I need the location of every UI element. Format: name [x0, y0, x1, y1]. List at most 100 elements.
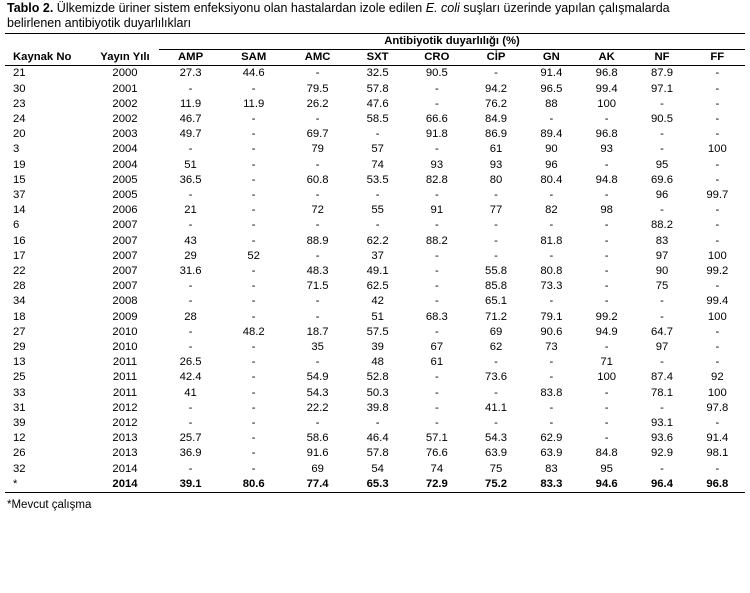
table-cell: -	[251, 173, 256, 186]
table-cell: -	[188, 189, 193, 202]
table-cell: 2000	[112, 67, 138, 80]
table-cell: 2002	[112, 113, 138, 126]
column-header: GN	[523, 49, 580, 67]
table-cell: 48.2	[242, 325, 265, 338]
table-cell: 2004	[112, 143, 138, 156]
table-cell: -	[188, 219, 193, 232]
table-cell: 99.4	[706, 295, 729, 308]
caption-text-before: Ülkemizde üriner sistem enfeksiyonu olan…	[53, 1, 426, 15]
table-cell: 77	[489, 204, 503, 217]
table-cell: -	[494, 417, 498, 430]
table-cell: 3	[13, 143, 20, 156]
table-cell: 75	[489, 462, 503, 475]
table-cell: 2013	[112, 447, 138, 460]
table-cell: 2005	[112, 173, 138, 186]
table-cell: -	[434, 97, 439, 110]
table-cell: -	[715, 356, 720, 369]
table-cell: -	[251, 265, 256, 278]
table-cell: 36.5	[179, 173, 202, 186]
table-cell: -	[375, 417, 380, 430]
group-header-row: Antibiyotik duyarlılığı (%)	[5, 32, 745, 51]
table-cell: 41.1	[485, 401, 508, 414]
table-cell: 73.3	[540, 280, 563, 293]
table-cell: -	[251, 143, 256, 156]
table-cell: 94.8	[595, 173, 618, 186]
table-cell: -	[660, 462, 664, 475]
table-cell: 99.2	[595, 310, 618, 323]
table-cell: -	[494, 234, 498, 247]
table-cell: -	[660, 97, 664, 110]
column-header: CİP	[468, 49, 524, 67]
table-cell: -	[315, 113, 320, 126]
table-cell: 100	[597, 371, 617, 384]
table-cell: -	[375, 128, 380, 141]
table-cell: 72	[311, 204, 324, 217]
table-cell: 97.8	[706, 401, 729, 414]
table-cell: 84.8	[595, 447, 618, 460]
column-header: AMC	[285, 49, 350, 67]
table-cell: 49.7	[179, 128, 202, 141]
table-cell: -	[715, 204, 720, 217]
table-cell: 29	[184, 249, 197, 262]
table-cell: 100	[597, 97, 617, 110]
table-cell: 92.9	[650, 447, 673, 460]
table-cell: -	[715, 67, 720, 80]
table-cell: 39.1	[159, 476, 223, 494]
table-cell: -	[494, 189, 498, 202]
table-cell: -	[494, 219, 498, 232]
table-cell: -	[604, 189, 609, 202]
table-cell: -	[251, 447, 256, 460]
table-cell: -	[604, 432, 609, 445]
table-row: 39 2012 - - - - - - - - 93.1 -	[5, 416, 745, 431]
table-cell: 54.9	[306, 371, 329, 384]
table-cell: 2002	[112, 97, 138, 110]
table-cell: 71	[600, 356, 613, 369]
table-cell: -	[434, 386, 439, 399]
table-cell: 11.9	[243, 97, 265, 110]
table-cell: 61	[489, 143, 503, 156]
table-cell: 18.7	[306, 325, 329, 338]
table-cell: -	[604, 249, 609, 262]
table-cell: 89.4	[540, 128, 563, 141]
table-cell: -	[494, 67, 498, 80]
table-cell: 11.9	[179, 97, 202, 110]
table-cell: 46.4	[366, 432, 389, 445]
table-row: 6 2007 - - - - - - - - 88.2 -	[5, 218, 745, 233]
table-row: 31 2012 - - 22.2 39.8 - 41.1 - - - 97.8	[5, 401, 745, 416]
table-cell: -	[660, 143, 664, 156]
table-cell: -	[315, 219, 320, 232]
table-cell: -	[604, 417, 609, 430]
caption-line-2: belirlenen antibiyotik duyarlılıkları	[7, 16, 192, 30]
table-cell: -	[715, 97, 720, 110]
table-cell: -	[715, 341, 720, 354]
table-cell: 51	[184, 158, 197, 171]
table-cell: -	[434, 417, 439, 430]
table-cell: 35	[311, 341, 324, 354]
table-cell: 90	[545, 143, 558, 156]
table-cell: -	[549, 417, 554, 430]
table-cell: 19	[13, 158, 26, 171]
table-cell: 57	[371, 143, 384, 156]
table-cell: 94.6	[579, 476, 635, 494]
table-cell: 30	[13, 82, 26, 95]
table-cell: 65.1	[485, 295, 508, 308]
table-cell: 55.8	[485, 265, 508, 278]
column-header: SXT	[349, 49, 406, 67]
table-cell: -	[188, 82, 193, 95]
table-cell: -	[434, 371, 439, 384]
table-cell: 98	[600, 204, 613, 217]
table-cell: 96.8	[595, 67, 618, 80]
table-cell: 26.5	[179, 356, 202, 369]
table-cell: -	[604, 401, 609, 414]
table-cell: 2013	[112, 432, 138, 445]
footnote: *Mevcut çalışma	[7, 499, 92, 512]
table-cell: *	[5, 476, 91, 494]
table-cell: 2003	[112, 128, 138, 141]
table-cell: 2014	[112, 462, 138, 475]
table-cell: 97.1	[650, 82, 673, 95]
group-header: Antibiyotik duyarlılığı (%)	[159, 32, 745, 51]
table-cell: 26.2	[306, 97, 329, 110]
table-cell: -	[494, 386, 498, 399]
table-cell: 57.1	[425, 432, 448, 445]
table-cell: 73	[545, 341, 558, 354]
